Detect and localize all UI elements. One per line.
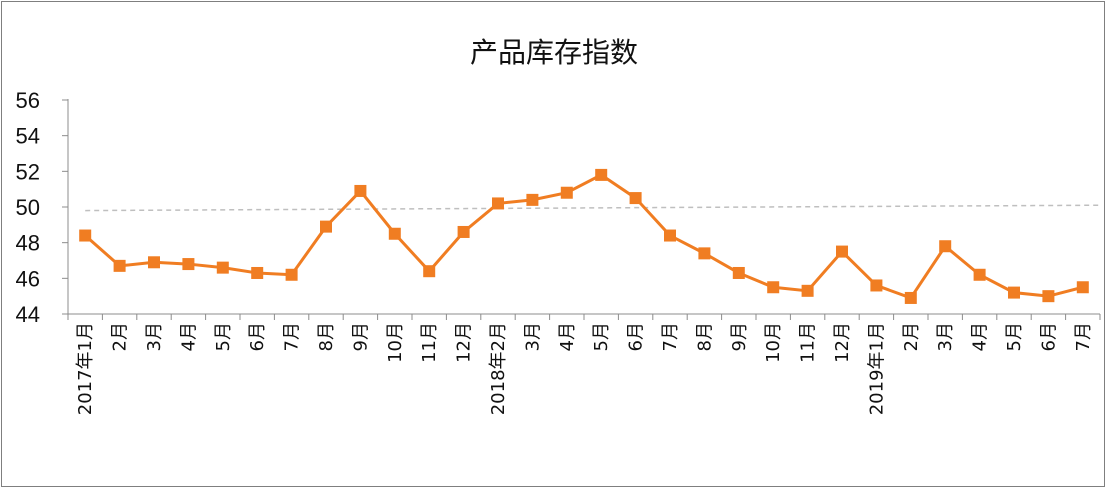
x-axis-ticks: 2017年1月 2月 3月 4月 5月 6月 7月 8月 9月 10月 11月 12月 2018年2月 3… (67, 314, 1101, 415)
reference-line (85, 204, 1101, 212)
x-tick-label: 11月 (419, 322, 440, 363)
data-point (664, 229, 676, 242)
x-tick-label: 4月 (178, 322, 199, 351)
x-tick-label: 4月 (970, 322, 991, 351)
data-point (732, 266, 745, 279)
x-tick-label: 12月 (454, 322, 475, 363)
y-tick-label: 52 (16, 159, 40, 184)
y-axis-ticks: 44 46 48 50 52 54 56 (16, 88, 68, 327)
data-point (457, 225, 470, 238)
data-point (698, 247, 711, 260)
x-tick-label: 8月 (694, 322, 715, 351)
data-point (767, 281, 780, 294)
y-tick-label: 46 (16, 266, 40, 291)
x-tick-label: 10月 (763, 322, 784, 363)
data-point (1042, 290, 1055, 303)
x-tick-label: 7月 (282, 322, 303, 351)
x-tick-label: 6月 (247, 322, 268, 351)
data-point (216, 261, 229, 274)
x-tick-label: 5月 (213, 322, 234, 351)
x-tick-label: 3月 (522, 322, 543, 351)
x-tick-label: 12月 (832, 322, 853, 363)
data-point (388, 227, 401, 240)
data-point (629, 192, 642, 205)
data-point (113, 259, 126, 272)
x-tick-label: 3月 (935, 322, 956, 351)
x-tick-label: 5月 (1004, 322, 1025, 351)
x-tick-label: 4月 (557, 322, 578, 351)
series-line (84, 173, 1084, 300)
data-point (148, 256, 160, 269)
data-point (1008, 286, 1020, 299)
data-point (801, 284, 814, 297)
data-point (320, 220, 332, 233)
y-tick-label: 44 (16, 302, 40, 327)
data-point (973, 268, 986, 281)
x-tick-label: 11月 (798, 322, 819, 363)
data-points (79, 168, 1089, 304)
y-tick-label: 54 (16, 124, 40, 149)
x-tick-label: 6月 (626, 322, 647, 351)
x-tick-label: 2月 (901, 322, 922, 351)
x-tick-label: 3月 (144, 322, 165, 351)
data-point (182, 258, 195, 271)
data-point (870, 279, 883, 292)
x-tick-label: 2019年1月 (866, 322, 887, 415)
y-tick-label: 56 (16, 88, 40, 113)
data-point (939, 240, 952, 253)
data-point (1076, 281, 1089, 294)
data-point (595, 168, 608, 181)
x-tick-label: 2月 (110, 322, 131, 351)
x-tick-label: 7月 (660, 322, 681, 351)
y-tick-label: 48 (16, 231, 40, 256)
x-tick-label: 9月 (350, 322, 371, 351)
data-point (251, 266, 264, 279)
x-tick-label: 2018年2月 (488, 322, 509, 415)
data-point (560, 186, 573, 199)
x-tick-label: 5月 (591, 322, 612, 351)
x-tick-label: 8月 (316, 322, 337, 351)
x-tick-label: 10月 (385, 322, 406, 363)
data-point (526, 193, 539, 206)
data-point (354, 184, 367, 197)
y-tick-label: 50 (16, 195, 40, 220)
data-point (492, 197, 504, 210)
data-point (423, 265, 436, 278)
x-tick-label: 2017年1月 (75, 322, 96, 415)
chart-title: 产品库存指数 (470, 36, 638, 69)
x-tick-label: 6月 (1038, 322, 1059, 351)
data-point (285, 268, 298, 281)
data-point (79, 229, 92, 242)
x-tick-label: 7月 (1073, 322, 1094, 351)
data-point (904, 291, 917, 304)
x-tick-label: 9月 (729, 322, 750, 351)
data-point (836, 245, 848, 258)
